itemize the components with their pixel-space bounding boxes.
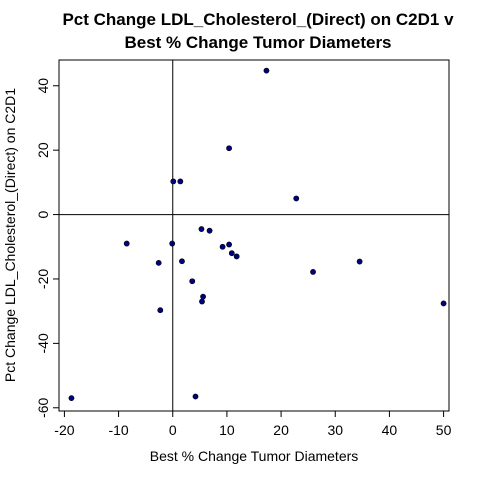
y-axis-label: Pct Change LDL_Cholesterol_(Direct) on C… (2, 88, 18, 382)
x-tick-label: -20 (54, 422, 74, 438)
y-tick-label: -40 (35, 333, 51, 353)
data-point (206, 227, 213, 234)
y-axis: -60 -40 -20 0 20 40 (35, 78, 60, 418)
data-point (233, 253, 240, 260)
data-point (170, 178, 177, 185)
reference-lines (59, 60, 449, 411)
data-point (219, 243, 226, 250)
data-point (177, 178, 184, 185)
data-point (123, 240, 130, 247)
data-point (157, 307, 164, 314)
x-tick-label: 30 (327, 422, 343, 438)
data-point (199, 298, 205, 305)
x-axis: -20 -10 0 10 20 30 40 50 (54, 410, 452, 438)
x-axis-label: Best % Change Tumor Diameters (150, 448, 359, 464)
data-points (68, 67, 447, 402)
chart-title-line-2: Best % Change Tumor Diameters (124, 33, 391, 52)
plot-frame (58, 59, 450, 412)
data-point (228, 250, 235, 257)
data-point (169, 240, 176, 247)
x-tick-label: 50 (436, 422, 452, 438)
data-point (192, 393, 199, 400)
y-tick-label: 0 (35, 210, 51, 218)
data-point (440, 300, 447, 307)
data-point (68, 395, 75, 402)
x-tick-label: 20 (273, 422, 289, 438)
x-tick-label: 10 (219, 422, 235, 438)
y-tick-label: 20 (35, 142, 51, 158)
x-tick-label: 0 (169, 422, 177, 438)
data-point (155, 259, 162, 266)
data-point (226, 145, 232, 152)
data-point (198, 226, 205, 232)
y-tick-label: 40 (35, 78, 51, 94)
data-point (179, 258, 185, 265)
data-point (293, 195, 300, 202)
y-tick-label: -20 (35, 269, 51, 289)
data-point (310, 268, 316, 275)
y-tick-label: -60 (35, 397, 51, 417)
data-point (189, 278, 196, 285)
chart-title-line-1: Pct Change LDL_Cholesterol_(Direct) on C… (62, 10, 454, 29)
data-point (263, 67, 270, 74)
data-point (226, 241, 232, 248)
x-tick-label: 40 (382, 422, 398, 438)
data-point (200, 293, 206, 300)
x-tick-label: -10 (108, 422, 128, 438)
data-point (356, 258, 363, 265)
